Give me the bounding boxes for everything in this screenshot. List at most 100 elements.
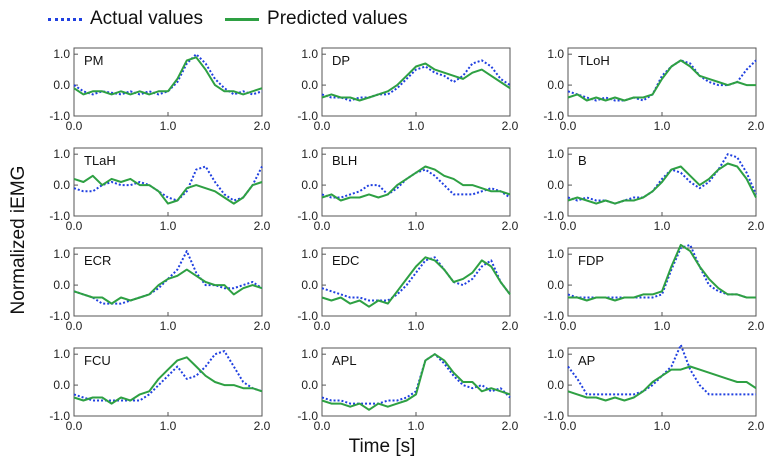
panel-title: APL: [332, 353, 357, 368]
x-tick-label: 2.0: [254, 419, 271, 433]
series-predicted-line: [321, 62, 511, 102]
legend-label-actual: Actual values: [90, 8, 204, 29]
legend-entry-predicted: Predicted values: [225, 8, 407, 30]
y-tick-label: 1.0: [53, 147, 70, 161]
y-axis-title-container: Normalized iEMG: [2, 140, 36, 340]
x-tick-label: 2.0: [254, 219, 271, 233]
panel-pm: -1.00.01.00.0 1.0 2.0PM: [49, 47, 271, 133]
x-tick-label: 1.0: [160, 119, 177, 133]
y-tick-label: 1.0: [301, 147, 318, 161]
y-tick-label: 0.0: [301, 178, 318, 192]
x-axis-title: Time [s]: [348, 436, 416, 457]
series-predicted-line: [567, 365, 757, 402]
chart-legend: Actual values Predicted values: [48, 6, 429, 32]
x-tick-label: 1.0: [654, 219, 671, 233]
series-predicted-line: [73, 174, 263, 205]
y-tick-label: 1.0: [53, 347, 70, 361]
panel-dp: -1.00.01.00.0 1.0 2.0DP: [297, 47, 519, 133]
y-tick-label: 1.0: [301, 247, 318, 261]
legend-label-predicted: Predicted values: [267, 8, 408, 29]
y-tick-label: 0.0: [301, 278, 318, 292]
x-tick-label: 2.0: [748, 319, 764, 333]
y-tick-label: 0.0: [547, 278, 564, 292]
y-tick-label: -1.0: [543, 409, 564, 423]
x-tick-label: 0.0: [66, 219, 83, 233]
panel-title: DP: [332, 53, 350, 68]
x-tick-label: 1.0: [160, 419, 177, 433]
y-tick-label: -1.0: [543, 209, 564, 223]
y-tick-label: 1.0: [301, 47, 318, 61]
y-tick-label: -1.0: [49, 309, 70, 323]
y-tick-label: 0.0: [53, 378, 70, 392]
x-tick-label: 0.0: [560, 219, 577, 233]
series-actual-line: [73, 165, 263, 202]
y-tick-label: -1.0: [297, 209, 318, 223]
y-tick-label: 1.0: [53, 247, 70, 261]
series-predicted-line: [321, 256, 511, 308]
series-predicted-line: [73, 356, 263, 405]
panel-title: FDP: [578, 253, 604, 268]
y-tick-label: 1.0: [547, 47, 564, 61]
series-actual-line: [567, 153, 757, 205]
y-tick-label: 1.0: [547, 147, 564, 161]
x-tick-label: 2.0: [502, 119, 519, 133]
x-tick-label: 0.0: [560, 119, 577, 133]
x-tick-label: 1.0: [654, 319, 671, 333]
y-tick-label: -1.0: [543, 109, 564, 123]
panel-title: TLaH: [84, 153, 116, 168]
y-tick-label: 0.0: [53, 178, 70, 192]
x-tick-label: 2.0: [502, 419, 519, 433]
y-tick-label: -1.0: [543, 309, 564, 323]
x-tick-label: 0.0: [560, 319, 577, 333]
series-predicted-line: [567, 162, 757, 205]
legend-swatch-predicted: [225, 17, 260, 21]
y-tick-label: 0.0: [547, 78, 564, 92]
x-tick-label: 1.0: [160, 219, 177, 233]
x-tick-label: 2.0: [748, 419, 764, 433]
x-tick-label: 2.0: [254, 319, 271, 333]
y-tick-label: 1.0: [53, 47, 70, 61]
x-tick-label: 1.0: [408, 119, 425, 133]
series-predicted-line: [73, 268, 263, 305]
x-tick-label: 2.0: [254, 119, 271, 133]
y-tick-label: 0.0: [547, 378, 564, 392]
y-tick-label: -1.0: [297, 409, 318, 423]
series-predicted-line: [568, 243, 756, 302]
x-tick-label: 1.0: [654, 419, 671, 433]
x-tick-label: 2.0: [748, 219, 764, 233]
y-tick-label: -1.0: [49, 109, 70, 123]
panel-title: EDC: [332, 253, 359, 268]
panel-frame: [567, 347, 757, 417]
x-tick-label: 0.0: [314, 219, 331, 233]
y-tick-label: 0.0: [547, 178, 564, 192]
y-tick-label: -1.0: [49, 409, 70, 423]
x-tick-label: 0.0: [314, 119, 331, 133]
legend-swatch-actual: [48, 17, 82, 21]
x-tick-label: 2.0: [748, 119, 764, 133]
x-tick-label: 1.0: [408, 219, 425, 233]
x-tick-label: 0.0: [66, 119, 83, 133]
y-tick-label: 1.0: [301, 347, 318, 361]
x-tick-label: 2.0: [502, 319, 519, 333]
panel-title: B: [578, 153, 587, 168]
panel-title: PM: [84, 53, 104, 68]
y-tick-label: -1.0: [49, 209, 70, 223]
series-predicted-line: [73, 56, 263, 96]
x-tick-label: 1.0: [408, 319, 425, 333]
series-predicted-line: [567, 59, 756, 102]
y-tick-label: 1.0: [547, 347, 564, 361]
y-tick-label: 0.0: [53, 78, 70, 92]
panel-title: FCU: [84, 353, 111, 368]
y-tick-label: 0.0: [301, 78, 318, 92]
panel-frame: [321, 47, 511, 117]
x-tick-label: 0.0: [66, 319, 83, 333]
x-tick-label: 0.0: [314, 419, 331, 433]
